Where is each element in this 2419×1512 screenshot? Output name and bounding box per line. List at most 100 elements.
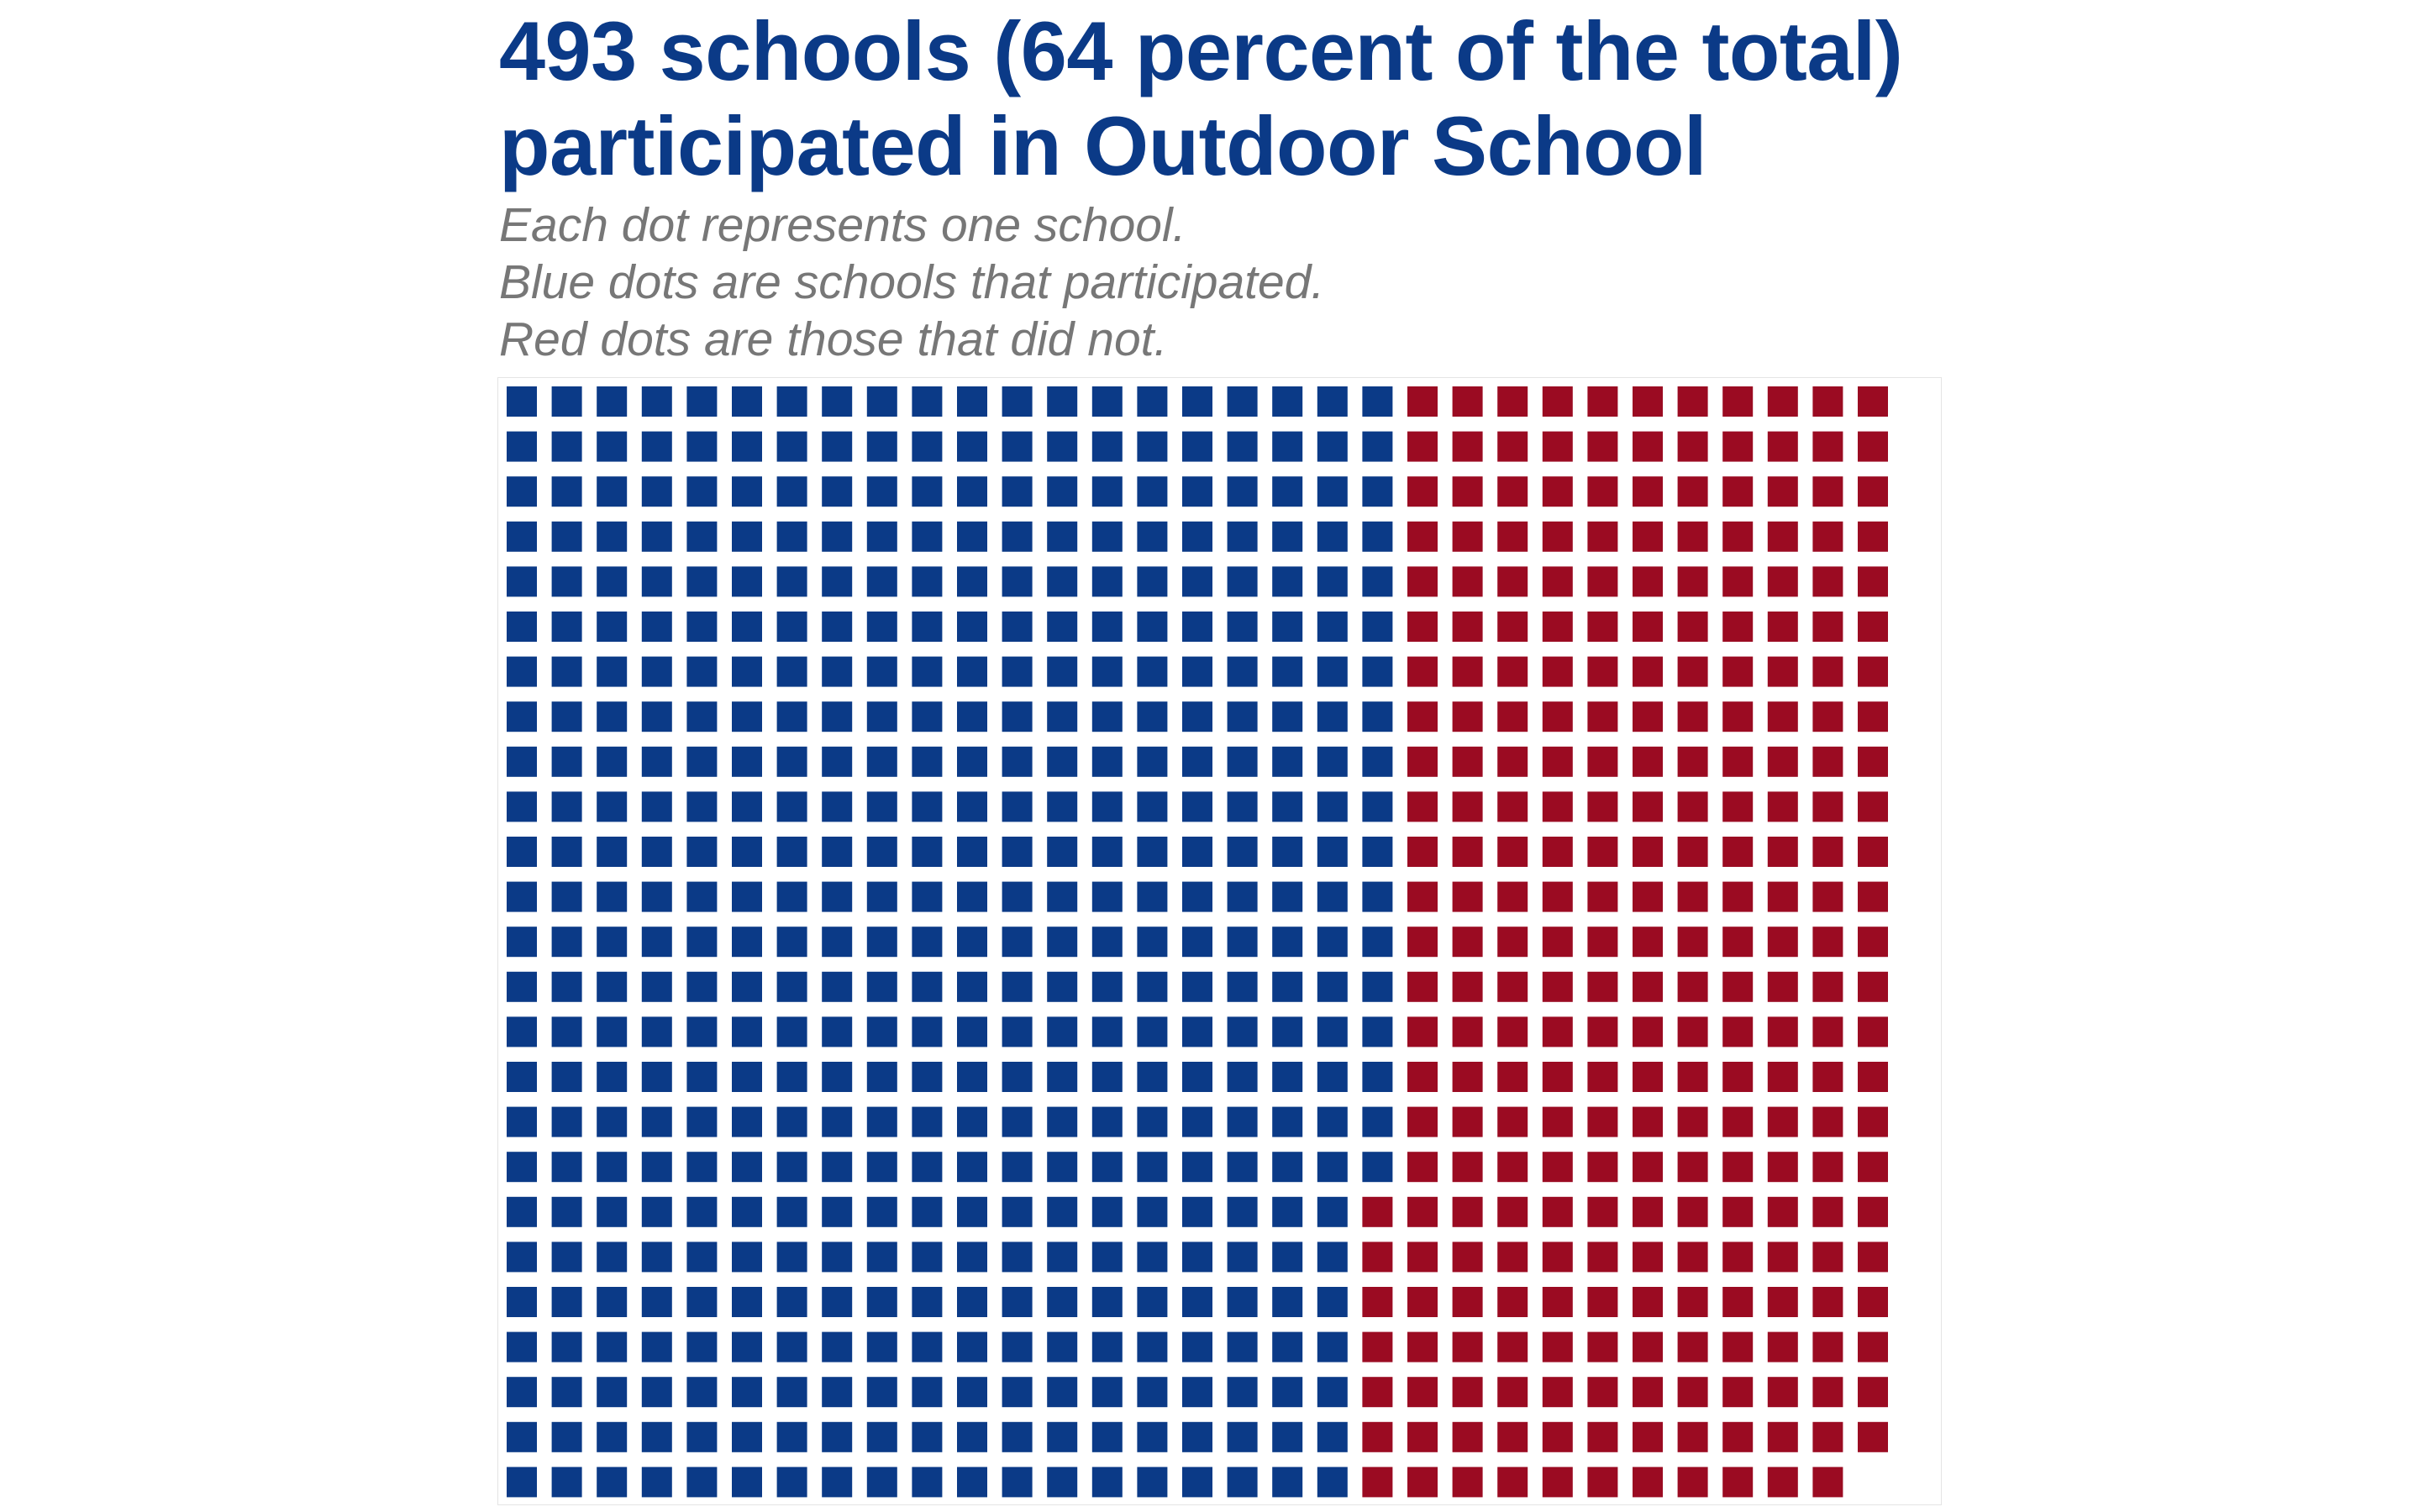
- participated-school-dot: [551, 1377, 582, 1408]
- non-participating-school-dot: [1722, 1196, 1754, 1227]
- participated-school-dot: [1227, 1421, 1258, 1452]
- chart-title-line-1: 493 schools (64 percent of the total): [499, 4, 1903, 97]
- participated-school-dot: [957, 386, 987, 417]
- non-participating-school-dot: [1542, 1331, 1573, 1362]
- non-participating-school-dot: [1812, 746, 1843, 777]
- non-participating-school-dot: [1587, 1196, 1618, 1227]
- participated-school-dot: [912, 656, 943, 687]
- participated-school-dot: [1362, 881, 1393, 912]
- non-participating-school-dot: [1767, 612, 1798, 642]
- participated-school-dot: [686, 971, 718, 1002]
- participated-school-dot: [732, 476, 762, 507]
- non-participating-school-dot: [1587, 386, 1618, 417]
- non-participating-school-dot: [1767, 1467, 1798, 1498]
- non-participating-school-dot: [1452, 1287, 1483, 1317]
- participated-school-dot: [732, 837, 762, 867]
- participated-school-dot: [597, 971, 628, 1002]
- participated-school-dot: [866, 1331, 897, 1362]
- non-participating-school-dot: [1633, 1196, 1663, 1227]
- participated-school-dot: [1272, 791, 1303, 822]
- non-participating-school-dot: [1722, 1016, 1754, 1047]
- participated-school-dot: [1182, 927, 1212, 958]
- participated-school-dot: [641, 1287, 672, 1317]
- participated-school-dot: [732, 431, 762, 462]
- participated-school-dot: [1091, 701, 1123, 732]
- participated-school-dot: [776, 971, 807, 1002]
- non-participating-school-dot: [1677, 791, 1708, 822]
- participated-school-dot: [1137, 837, 1168, 867]
- non-participating-school-dot: [1497, 521, 1528, 552]
- participated-school-dot: [641, 1467, 672, 1498]
- participated-school-dot: [1227, 656, 1258, 687]
- participated-school-dot: [551, 1196, 582, 1227]
- non-participating-school-dot: [1362, 1377, 1393, 1408]
- participated-school-dot: [732, 881, 762, 912]
- participated-school-dot: [822, 386, 853, 417]
- non-participating-school-dot: [1587, 476, 1618, 507]
- participated-school-dot: [822, 1016, 853, 1047]
- participated-school-dot: [732, 386, 762, 417]
- participated-school-dot: [641, 971, 672, 1002]
- participated-school-dot: [1182, 476, 1212, 507]
- participated-school-dot: [1182, 1062, 1212, 1092]
- participated-school-dot: [551, 656, 582, 687]
- participated-school-dot: [822, 791, 853, 822]
- participated-school-dot: [1091, 656, 1123, 687]
- non-participating-school-dot: [1497, 476, 1528, 507]
- non-participating-school-dot: [1812, 566, 1843, 597]
- non-participating-school-dot: [1587, 837, 1618, 867]
- participated-school-dot: [641, 566, 672, 597]
- participated-school-dot: [551, 431, 582, 462]
- participated-school-dot: [912, 701, 943, 732]
- non-participating-school-dot: [1452, 386, 1483, 417]
- participated-school-dot: [641, 1196, 672, 1227]
- participated-school-dot: [776, 1016, 807, 1047]
- participated-school-dot: [732, 1287, 762, 1317]
- participated-school-dot: [1091, 1242, 1123, 1273]
- participated-school-dot: [1137, 566, 1168, 597]
- non-participating-school-dot: [1858, 1377, 1888, 1408]
- non-participating-school-dot: [1767, 431, 1798, 462]
- participated-school-dot: [1047, 1062, 1078, 1092]
- participated-school-dot: [507, 1421, 537, 1452]
- participated-school-dot: [686, 1331, 718, 1362]
- non-participating-school-dot: [1542, 701, 1573, 732]
- participated-school-dot: [1137, 1016, 1168, 1047]
- participated-school-dot: [866, 476, 897, 507]
- participated-school-dot: [1091, 791, 1123, 822]
- participated-school-dot: [1317, 927, 1348, 958]
- non-participating-school-dot: [1812, 431, 1843, 462]
- participated-school-dot: [1002, 521, 1033, 552]
- participated-school-dot: [597, 1242, 628, 1273]
- participated-school-dot: [776, 1287, 807, 1317]
- participated-school-dot: [597, 1152, 628, 1183]
- participated-school-dot: [1047, 1331, 1078, 1362]
- non-participating-school-dot: [1858, 1016, 1888, 1047]
- participated-school-dot: [776, 927, 807, 958]
- participated-school-dot: [1272, 566, 1303, 597]
- participated-school-dot: [822, 837, 853, 867]
- participated-school-dot: [1227, 1196, 1258, 1227]
- non-participating-school-dot: [1362, 1287, 1393, 1317]
- non-participating-school-dot: [1858, 521, 1888, 552]
- non-participating-school-dot: [1497, 1331, 1528, 1362]
- non-participating-school-dot: [1633, 971, 1663, 1002]
- non-participating-school-dot: [1677, 1421, 1708, 1452]
- non-participating-school-dot: [1587, 1242, 1618, 1273]
- participated-school-dot: [1047, 1242, 1078, 1273]
- participated-school-dot: [507, 881, 537, 912]
- participated-school-dot: [776, 791, 807, 822]
- participated-school-dot: [1047, 746, 1078, 777]
- participated-school-dot: [957, 1377, 987, 1408]
- participated-school-dot: [1047, 1196, 1078, 1227]
- participated-school-dot: [597, 386, 628, 417]
- non-participating-school-dot: [1677, 1377, 1708, 1408]
- participated-school-dot: [1182, 701, 1212, 732]
- non-participating-school-dot: [1767, 1196, 1798, 1227]
- participated-school-dot: [551, 791, 582, 822]
- participated-school-dot: [822, 566, 853, 597]
- non-participating-school-dot: [1858, 837, 1888, 867]
- non-participating-school-dot: [1407, 431, 1438, 462]
- non-participating-school-dot: [1587, 1106, 1618, 1137]
- participated-school-dot: [1047, 837, 1078, 867]
